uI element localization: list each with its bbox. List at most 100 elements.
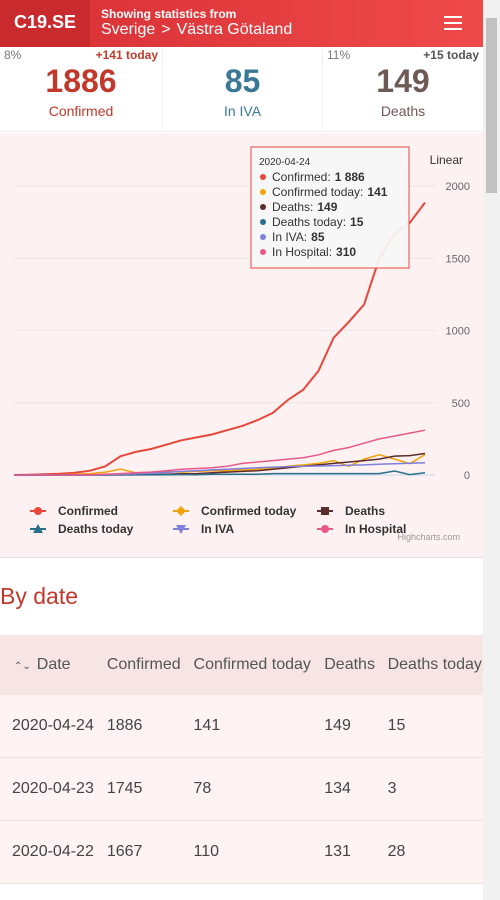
breadcrumb: Sverige > Västra Götaland	[101, 21, 298, 39]
table: ⌃⌄ Date Confirmed Confirmed today Deaths Deat…	[0, 635, 483, 884]
column-header-text: Confirmed	[106, 656, 181, 673]
column-header-text: Deaths today	[387, 656, 482, 673]
tooltip-dot	[260, 204, 266, 210]
table-cell: 134	[312, 757, 376, 821]
credit: Highcharts.com	[397, 532, 460, 542]
column-header[interactable]: Deaths today	[375, 635, 483, 695]
section-title: By date	[0, 583, 78, 609]
legend-label: In IVA	[201, 522, 234, 536]
tooltip-dot	[260, 249, 266, 255]
stat-label: In IVA	[223, 103, 262, 119]
table-cell: 2020-04-23	[0, 757, 95, 821]
menu-icon[interactable]	[444, 28, 462, 30]
tooltip-label: Deaths:	[272, 200, 313, 214]
caption: Showing statistics from	[101, 7, 237, 21]
tooltip-box	[250, 146, 410, 269]
series-line	[13, 201, 426, 476]
column-header-text: Deaths	[324, 656, 375, 673]
stat-card: 8% +141 today 1886 Confirmed	[0, 47, 163, 132]
tooltip-item: Confirmed today: 141	[272, 185, 388, 199]
table-cell: 28	[375, 820, 483, 884]
table-cell: 1667	[94, 820, 182, 884]
logo[interactable]: C19.SE	[0, 0, 90, 47]
legend-marker	[33, 524, 43, 533]
table-cell: 78	[181, 757, 313, 821]
tooltip-value: 149	[317, 200, 337, 214]
y-tick-label: 500	[452, 398, 470, 410]
y-tick-label: 1500	[446, 253, 470, 265]
table-cell: 1886	[94, 695, 182, 758]
table-cell: 131	[312, 820, 376, 884]
column-header-text: Date	[36, 656, 71, 673]
stat-delta: +141 today	[95, 48, 158, 62]
stat-card: 11% +15 today 149 Deaths	[323, 47, 483, 132]
y-tick-label: 1000	[446, 326, 470, 338]
table-cell: 1745	[94, 757, 182, 821]
stat-card: 85 In IVA	[163, 47, 323, 132]
y-tick-label: 0	[464, 470, 470, 482]
legend-marker	[176, 506, 186, 516]
crumb[interactable]: Västra Götaland	[176, 21, 293, 38]
legend-marker	[321, 525, 329, 533]
table-cell: 2020-04-22	[0, 820, 95, 884]
legend-label: Deaths today	[58, 522, 134, 536]
column-header[interactable]: Deaths	[312, 635, 376, 695]
tooltip-item: In Hospital: 310	[272, 245, 356, 259]
legend-label: Confirmed today	[201, 504, 297, 518]
legend-marker	[321, 507, 329, 515]
column-header-text: Confirmed today	[193, 656, 311, 673]
table-row: 2020-04-24 1886 141 149 15	[0, 695, 483, 758]
menu-icon[interactable]	[444, 22, 462, 24]
tooltip-dot	[260, 174, 266, 180]
table-cell: 149	[312, 695, 376, 758]
menu-icon[interactable]	[444, 16, 462, 18]
table-row: 2020-04-23 1745 78 134 3	[0, 757, 483, 821]
table-cell: 2020-04-24	[0, 695, 95, 758]
crumb-separator: >	[161, 21, 171, 38]
legend-label: In Hospital	[345, 522, 406, 536]
tooltip-label: In IVA:	[272, 230, 307, 244]
table-row: 2020-04-22 1667 110 131 28	[0, 820, 483, 884]
tooltip-item: In IVA: 85	[272, 230, 325, 244]
tooltip-date: 2020-04-24	[259, 157, 311, 168]
tooltip-value: 85	[311, 230, 325, 244]
tooltip-label: In Hospital:	[272, 245, 332, 259]
series-line	[14, 429, 426, 476]
legend-label: Confirmed	[58, 504, 118, 518]
series-line	[14, 453, 426, 476]
scrollbar[interactable]	[483, 0, 500, 900]
table-header: ⌃⌄ Date Confirmed Confirmed today Deaths Deat…	[0, 635, 483, 695]
stat-label: Deaths	[380, 103, 426, 119]
table-cell: 141	[181, 695, 313, 758]
tooltip-dot	[260, 219, 266, 225]
table-cell: 15	[375, 695, 483, 758]
stat-label: Confirmed	[48, 103, 114, 119]
tooltip-dot	[260, 189, 266, 195]
stat-value: 149	[376, 63, 430, 99]
column-header[interactable]: ⌃⌄ Date	[0, 635, 95, 695]
tooltip-dot	[260, 234, 266, 240]
stat-value: 1886	[45, 63, 117, 99]
legend-marker	[176, 525, 186, 534]
crumb[interactable]: Sverige	[101, 21, 156, 38]
tooltip-item: Confirmed: 1 886	[272, 170, 365, 184]
tooltip-item: Deaths today: 15	[272, 215, 364, 229]
tooltip-label: Confirmed today:	[272, 185, 363, 199]
scrollbar-thumb[interactable]	[486, 18, 497, 193]
column-header[interactable]: Confirmed	[94, 635, 182, 695]
tooltip-label: Deaths today:	[272, 215, 346, 229]
table-body: 2020-04-24 1886 141 149 15 2020-04-23 1745 78 13…	[0, 695, 483, 884]
tooltip-value: 15	[350, 215, 364, 229]
stat-value: 85	[224, 63, 261, 99]
stat-delta: +15 today	[423, 48, 479, 62]
legend-label: Deaths	[345, 504, 385, 518]
tooltip-value: 141	[367, 185, 387, 199]
chart: 0 500 1000 1500 2000 Confirmed Confirmed today…	[0, 133, 483, 558]
table-cell: 3	[375, 757, 483, 821]
column-header[interactable]: Confirmed today	[181, 635, 313, 695]
tooltip-value: 1 886	[335, 170, 365, 184]
y-tick-label: 2000	[446, 181, 470, 193]
scale-button[interactable]: Linear	[430, 153, 463, 167]
